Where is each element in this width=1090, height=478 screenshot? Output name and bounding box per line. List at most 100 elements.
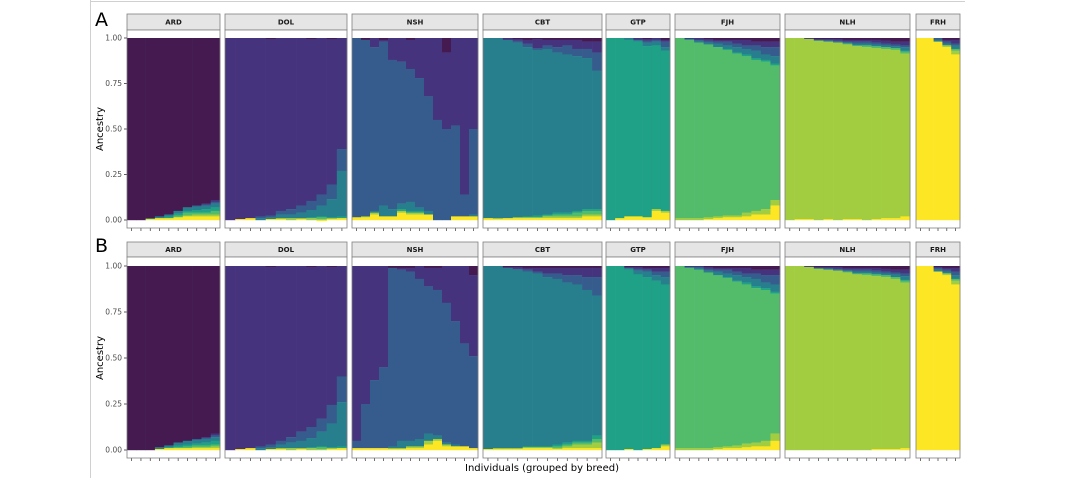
ancestry-bar-segment <box>502 267 514 449</box>
ancestry-bar-segment <box>582 442 593 445</box>
ancestry-bar-segment <box>192 443 202 446</box>
ancestry-bar-segment <box>951 50 961 55</box>
ancestry-bar-segment <box>173 266 184 443</box>
ancestry-bar-segment <box>713 43 724 48</box>
ancestry-bar-segment <box>306 448 317 451</box>
ancestry-bar-segment <box>852 271 863 274</box>
y-tick-label: 0.50 <box>105 125 122 134</box>
ancestry-bar-segment <box>871 39 882 43</box>
ancestry-bar-segment <box>675 218 685 221</box>
ancestry-bar-segment <box>684 266 695 268</box>
ancestry-bar-segment <box>182 266 193 441</box>
ancestry-bar-segment <box>562 39 573 46</box>
ancestry-bar-segment <box>942 45 952 48</box>
ancestry-bar-segment <box>890 272 901 275</box>
ancestry-bar-segment <box>694 218 704 221</box>
ancestry-bar-segment <box>512 218 523 221</box>
ancestry-bar-segment <box>433 440 443 451</box>
ancestry-bar-segment <box>192 212 202 215</box>
ancestry-bar-segment <box>210 207 221 212</box>
ancestry-bar-segment <box>316 266 327 419</box>
ancestry-bar-segment <box>552 278 563 445</box>
strip-label: GTP <box>630 19 646 27</box>
ancestry-bar-segment <box>703 448 714 451</box>
ancestry-bar-segment <box>751 288 762 443</box>
ancestry-bar-segment <box>615 218 625 221</box>
ancestry-bar-segment <box>942 269 952 272</box>
ancestry-bar-segment <box>397 266 407 269</box>
ancestry-bar-segment <box>871 48 882 220</box>
ancestry-bar-segment <box>306 209 317 218</box>
panel-border <box>605 256 671 459</box>
ancestry-bar-segment <box>900 41 911 46</box>
ancestry-bar-segment <box>900 47 911 51</box>
ancestry-bar-segment <box>651 266 662 269</box>
ancestry-bar-segment <box>624 269 634 450</box>
ancestry-bar-segment <box>210 201 221 204</box>
ancestry-bar-segment <box>582 289 593 441</box>
ancestry-bar-segment <box>582 38 593 42</box>
ancestry-bar-segment <box>751 273 762 280</box>
ancestry-bar-segment <box>684 38 695 40</box>
ancestry-bar-segment <box>760 41 771 48</box>
ancestry-bar-segment <box>770 293 781 434</box>
ancestry-bar-segment <box>703 266 714 269</box>
ancestry-bar-segment <box>823 266 834 269</box>
ancestry-bar-segment <box>722 49 733 216</box>
ancestry-bar-segment <box>804 266 815 268</box>
ancestry-bar-segment <box>562 444 573 447</box>
ancestry-bar-segment <box>861 39 872 42</box>
ancestry-bar-segment <box>210 203 221 208</box>
ancestry-bar-segment <box>306 217 317 219</box>
ancestry-bar-segment <box>660 267 671 272</box>
ancestry-bar-segment <box>694 40 704 43</box>
ancestry-bar-segment <box>675 448 685 451</box>
ancestry-bar-segment <box>651 210 662 221</box>
ancestry-bar-segment <box>512 42 523 218</box>
ancestry-bar-segment <box>606 266 616 451</box>
ancestry-bar-segment <box>164 448 174 451</box>
ancestry-bar-segment <box>415 210 425 213</box>
ancestry-bar-segment <box>703 40 714 43</box>
ancestry-bar-segment <box>502 449 514 451</box>
ancestry-bar-segment <box>388 266 398 269</box>
ancestry-bar-segment <box>415 448 425 451</box>
ancestry-bar-segment <box>703 217 714 220</box>
ancestry-bar-segment <box>703 44 714 218</box>
ancestry-bar-segment <box>760 47 771 55</box>
ancestry-bar-segment <box>469 38 479 130</box>
ancestry-bar-segment <box>164 214 174 217</box>
ancestry-bar-segment <box>900 45 911 48</box>
ancestry-bar-segment <box>522 38 533 41</box>
ancestry-bar-segment <box>813 266 824 268</box>
ancestry-bar-segment <box>192 448 202 451</box>
ancestry-bar-segment <box>397 267 407 270</box>
facet-GTP: GTP <box>605 241 671 461</box>
ancestry-bar-segment <box>379 216 389 221</box>
ancestry-bar-segment <box>235 219 246 221</box>
ancestry-bar-segment <box>713 267 724 270</box>
ancestry-bar-segment <box>192 447 202 449</box>
ancestry-bar-segment <box>741 56 752 213</box>
ancestry-bar-segment <box>532 446 543 448</box>
ancestry-bar-segment <box>182 215 193 217</box>
ancestry-bar-segment <box>770 38 781 42</box>
ancestry-bar-segment <box>770 440 781 451</box>
ancestry-bar-segment <box>173 213 184 216</box>
ancestry-bar-segment <box>201 445 211 448</box>
ancestry-bar-segment <box>592 216 603 221</box>
ancestry-bar-segment <box>713 269 724 272</box>
ancestry-bar-segment <box>562 442 573 445</box>
ancestry-bar-segment <box>881 273 892 276</box>
ancestry-bar-segment <box>361 38 371 41</box>
ancestry-bar-segment <box>651 275 662 281</box>
ancestry-bar-segment <box>572 275 583 285</box>
ancestry-bar-segment <box>582 214 593 217</box>
ancestry-bar-segment <box>316 446 327 448</box>
ancestry-bar-segment <box>406 39 416 70</box>
ancestry-bar-segment <box>265 266 277 268</box>
ancestry-bar-segment <box>415 38 425 79</box>
ancestry-bar-segment <box>684 39 695 219</box>
strip-label: CBT <box>535 19 550 27</box>
ancestry-bar-segment <box>552 212 563 215</box>
